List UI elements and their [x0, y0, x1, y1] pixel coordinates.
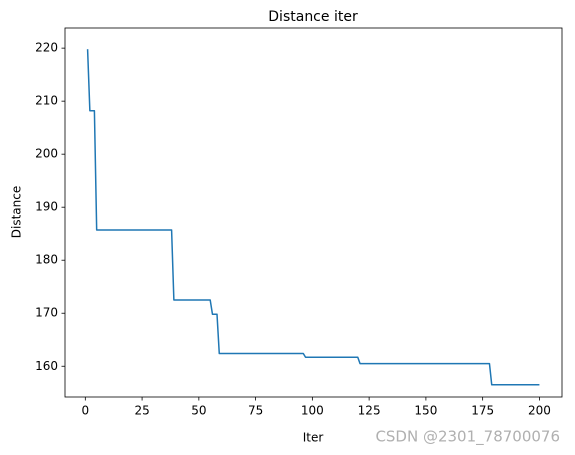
- y-tick-label: 180: [35, 253, 58, 267]
- x-tick-label: 50: [191, 404, 206, 418]
- x-tick-label: 25: [134, 404, 149, 418]
- x-tick-label: 75: [248, 404, 263, 418]
- y-tick-label: 170: [35, 306, 58, 320]
- x-tick-label: 150: [414, 404, 437, 418]
- y-tick-label: 220: [35, 41, 58, 55]
- y-tick-label: 210: [35, 94, 58, 108]
- x-axis-label: Iter: [303, 431, 324, 445]
- y-tick-label: 160: [35, 359, 58, 373]
- chart-title: Distance iter: [268, 9, 358, 25]
- watermark: CSDN @2301_78700076: [375, 428, 560, 447]
- y-tick-label: 200: [35, 147, 58, 161]
- x-tick-label: 100: [301, 404, 324, 418]
- x-tick-label: 125: [358, 404, 381, 418]
- x-tick-label: 0: [82, 404, 90, 418]
- line-series: [86, 49, 540, 386]
- plot-frame: [64, 27, 563, 398]
- x-tick-label: 200: [528, 404, 551, 418]
- x-tick-label: 175: [471, 404, 494, 418]
- y-axis-label: Distance: [10, 186, 24, 238]
- y-tick-label: 190: [35, 200, 58, 214]
